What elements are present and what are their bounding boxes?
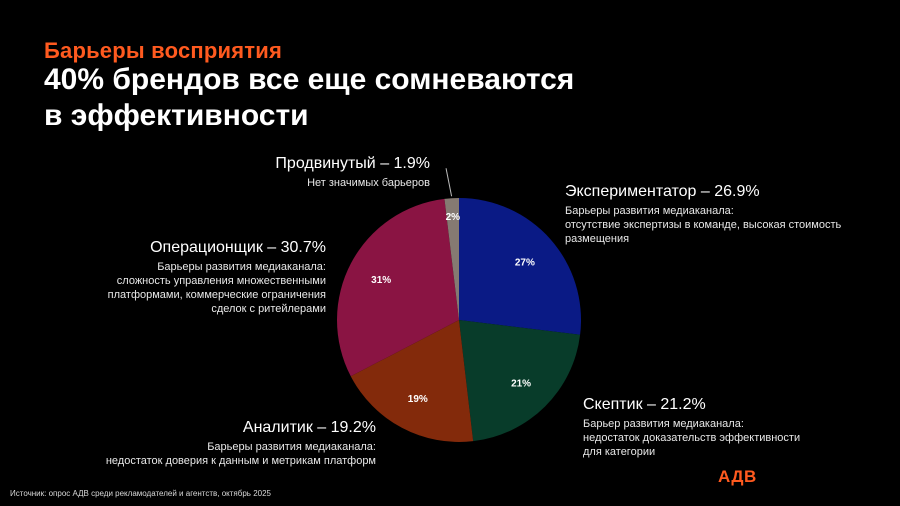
annotation-advanced-desc-line: Нет значимых барьеров — [307, 177, 430, 189]
annotation-experimentator-head: Экспериментатор – 26.9% — [565, 183, 760, 200]
annotation-experimentator-desc: Барьеры развития медиаканала: отсутствие… — [565, 204, 841, 246]
annotation-operator-desc-line: платформами, коммерческие ограничения — [107, 289, 326, 301]
annotation-operator-desc-line: Барьеры развития медиаканала: — [157, 261, 326, 273]
pie-data-label-3: 31% — [371, 275, 391, 286]
pie-slice-3 — [336, 198, 459, 377]
annotation-advanced-desc: Нет значимых барьеров — [275, 176, 430, 190]
page-title: 40% брендов все еще сомневаются в эффект… — [44, 62, 744, 134]
annotation-skeptic-desc-line: недостаток доказательств эффективности — [583, 432, 801, 444]
annotation-skeptic: Скептик – 21.2% Барьер развития медиакан… — [583, 395, 800, 459]
annotation-advanced-head: Продвинутый – 1.9% — [275, 155, 430, 172]
title-line-1: 40% брендов все еще сомневаются — [44, 63, 575, 96]
annotation-experimentator-desc-line: размещения — [565, 233, 630, 245]
pie-slices — [336, 198, 581, 442]
pie-slice-4 — [444, 198, 459, 320]
annotation-operator-desc-line: сделок с ритейлерами — [211, 303, 326, 315]
annotation-analyst-desc-line: Барьеры развития медиаканала: — [207, 441, 376, 453]
annotation-skeptic-desc-line: для категории — [583, 446, 656, 458]
annotation-operator-desc-line: сложность управления множественными — [116, 275, 326, 287]
brand-logo: АДВ — [718, 467, 757, 486]
pie-data-labels: 27% 21% 19% 31% 2% — [371, 212, 535, 405]
annotation-operator-desc: Барьеры развития медиаканала: сложность … — [108, 260, 326, 316]
annotation-analyst: Аналитик – 19.2% Барьеры развития медиак… — [106, 418, 376, 468]
pie-slice-2 — [350, 320, 474, 442]
pie-data-label-1: 21% — [511, 378, 531, 389]
pie-data-label-0: 27% — [515, 258, 535, 269]
annotation-analyst-desc-line: недостаток доверия к данным и метрикам п… — [105, 455, 376, 467]
annotation-skeptic-head: Скептик – 21.2% — [583, 396, 706, 413]
title-line-2: в эффективности — [44, 99, 309, 132]
source-note: Источник: опрос АДВ среди рекламодателей… — [10, 489, 271, 498]
annotation-analyst-desc: Барьеры развития медиаканала: недостаток… — [106, 440, 376, 468]
annotation-experimentator: Экспериментатор – 26.9% Барьеры развития… — [565, 182, 841, 246]
annotation-analyst-head: Аналитик – 19.2% — [242, 419, 376, 436]
annotation-experimentator-desc-line: отсутствие экспертизы в команде, высокая… — [565, 219, 842, 231]
pie-data-label-4: 2% — [446, 212, 461, 223]
pie-data-label-2: 19% — [408, 394, 428, 405]
section-kicker: Барьеры восприятия — [44, 38, 283, 63]
annotation-skeptic-desc-line: Барьер развития медиаканала: — [583, 418, 744, 430]
pie-slice-0 — [459, 198, 581, 335]
advanced-leader-line — [445, 168, 453, 197]
annotation-advanced: Продвинутый – 1.9% Нет значимых барьеров — [275, 154, 430, 190]
annotation-experimentator-desc-line: Барьеры развития медиаканала: — [565, 205, 734, 217]
annotation-skeptic-desc: Барьер развития медиаканала: недостаток … — [583, 417, 800, 459]
pie-slice-1 — [459, 320, 581, 442]
annotation-operator: Операционщик – 30.7% Барьеры развития ме… — [108, 238, 326, 316]
annotation-operator-head: Операционщик – 30.7% — [150, 239, 326, 256]
